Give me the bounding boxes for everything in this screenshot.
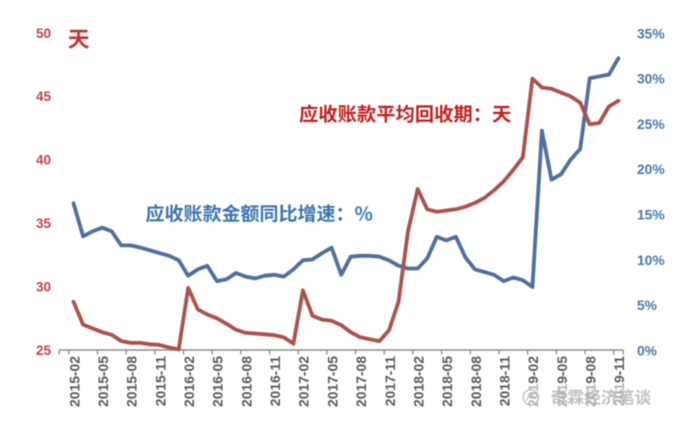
svg-text:2018-11: 2018-11 (497, 356, 513, 406)
svg-text:2016-02: 2016-02 (181, 356, 197, 407)
svg-text:2016-05: 2016-05 (210, 356, 226, 407)
svg-text:35: 35 (36, 216, 52, 231)
svg-text:20%: 20% (637, 162, 665, 177)
svg-text:2018-08: 2018-08 (468, 356, 484, 407)
svg-text:2018-02: 2018-02 (411, 356, 427, 407)
svg-text:2015-11: 2015-11 (152, 356, 168, 406)
svg-text:50: 50 (36, 26, 51, 41)
svg-text:2017-02: 2017-02 (296, 356, 312, 407)
svg-text:30: 30 (36, 279, 51, 294)
svg-text:2015-08: 2015-08 (124, 356, 140, 407)
svg-text:35%: 35% (637, 26, 665, 41)
svg-text:10%: 10% (637, 253, 665, 268)
svg-text:25%: 25% (637, 117, 665, 132)
svg-text:15%: 15% (637, 208, 665, 223)
svg-text:0%: 0% (637, 343, 657, 358)
svg-text:2016-08: 2016-08 (238, 356, 254, 407)
svg-text:2015-05: 2015-05 (95, 356, 111, 407)
svg-text:2017-11: 2017-11 (382, 356, 398, 406)
svg-text:2017-08: 2017-08 (353, 356, 369, 407)
svg-text:30%: 30% (637, 72, 665, 87)
svg-text:45: 45 (36, 89, 52, 104)
svg-text:2015-02: 2015-02 (66, 356, 82, 407)
svg-text:5%: 5% (637, 298, 657, 313)
svg-text:2018-05: 2018-05 (439, 356, 455, 407)
svg-text:2017-05: 2017-05 (324, 356, 340, 407)
svg-text:25: 25 (36, 343, 52, 358)
svg-text:40: 40 (36, 153, 51, 168)
svg-text:2016-11: 2016-11 (267, 356, 283, 406)
